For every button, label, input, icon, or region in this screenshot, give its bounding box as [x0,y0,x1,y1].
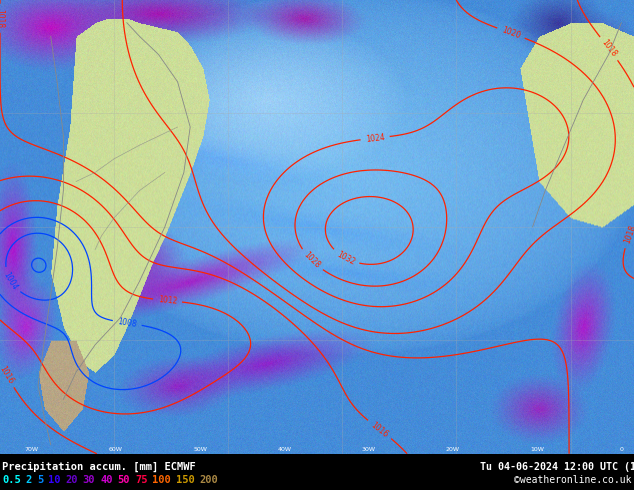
Text: 1012: 1012 [158,295,178,306]
Text: 1024: 1024 [365,133,385,144]
Text: 20: 20 [65,475,78,485]
Text: 1008: 1008 [117,317,138,329]
Text: 1028: 1028 [302,250,321,270]
Text: 1018: 1018 [0,9,4,28]
Text: ©weatheronline.co.uk: ©weatheronline.co.uk [514,475,631,485]
Text: 150: 150 [176,475,195,485]
Text: 50W: 50W [193,447,207,452]
Text: 20W: 20W [446,447,460,452]
Text: 200: 200 [200,475,218,485]
Text: 2: 2 [25,475,32,485]
Text: 10W: 10W [530,447,544,452]
Text: 40: 40 [100,475,113,485]
Text: 0: 0 [619,447,623,452]
Text: 60W: 60W [109,447,123,452]
Text: 100: 100 [152,475,171,485]
Text: Tu 04-06-2024 12:00 UTC (12+192): Tu 04-06-2024 12:00 UTC (12+192) [480,462,634,471]
Text: 30: 30 [83,475,95,485]
Text: 75: 75 [135,475,148,485]
Text: 40W: 40W [278,447,292,452]
Text: 0.5: 0.5 [2,475,21,485]
Text: 1020: 1020 [500,25,522,41]
Text: 1018: 1018 [600,38,618,59]
Text: 1004: 1004 [2,270,20,292]
Text: 70W: 70W [25,447,39,452]
Text: Precipitation accum. [mm] ECMWF: Precipitation accum. [mm] ECMWF [2,462,196,472]
Text: 5: 5 [37,475,43,485]
Text: 1032: 1032 [335,249,356,267]
Text: 30W: 30W [361,447,375,452]
Text: 1018: 1018 [622,224,634,245]
Text: 10: 10 [48,475,60,485]
Text: 50: 50 [117,475,130,485]
Text: 1016: 1016 [369,420,390,439]
Text: 1016: 1016 [0,364,15,386]
